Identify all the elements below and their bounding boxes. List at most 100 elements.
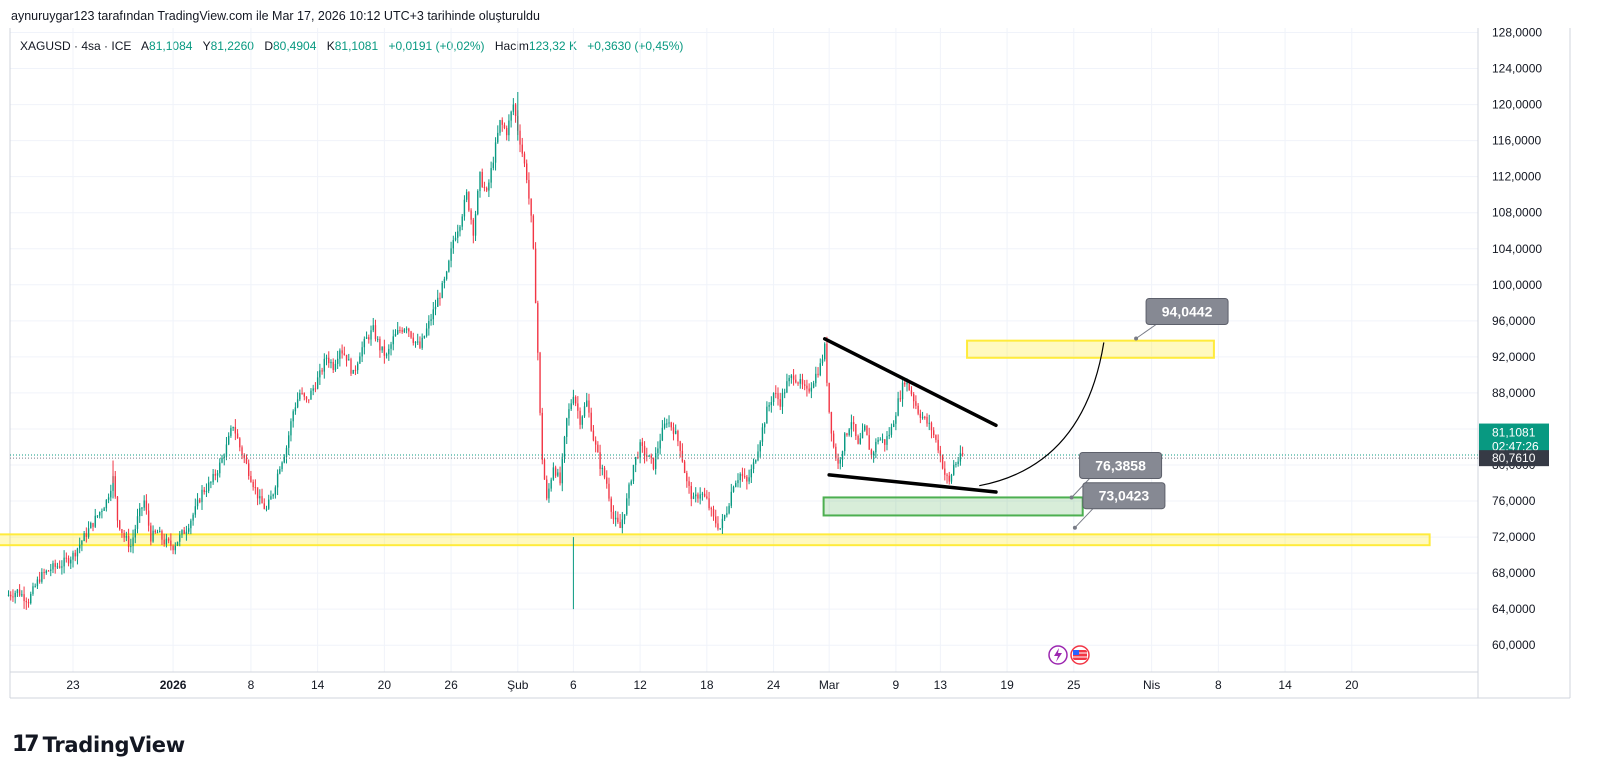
candle-body — [299, 392, 301, 400]
candle-body — [50, 569, 52, 571]
candle-body — [419, 341, 421, 348]
candle-body — [343, 353, 346, 355]
candle-body — [512, 104, 515, 112]
tradingview-logo-text: TradingView — [42, 732, 185, 757]
candle-body — [405, 328, 408, 330]
candle-body — [530, 198, 532, 216]
callout-box[interactable] — [1145, 297, 1229, 325]
candle-body — [835, 446, 837, 459]
flag-canton — [1073, 650, 1079, 655]
candle-body — [38, 579, 41, 582]
price-axis-tick: 120,0000 — [1492, 98, 1542, 112]
candle-body — [92, 522, 94, 527]
price-axis-tick: 128,0000 — [1492, 26, 1542, 40]
low-value: 80,4904 — [272, 39, 317, 53]
candle-body — [670, 422, 672, 428]
candle-body — [52, 563, 54, 570]
candle-body — [528, 179, 530, 199]
candle-body — [861, 430, 864, 439]
candle-body — [783, 392, 786, 394]
candle-body — [808, 388, 810, 392]
candle-body — [757, 451, 759, 461]
triangle-upper-trendline[interactable] — [822, 337, 998, 428]
price-axis-tick: 124,0000 — [1492, 62, 1542, 76]
candle-body — [408, 328, 410, 332]
high-label: Y — [202, 39, 211, 53]
tradingview-logo[interactable]: 17 TradingView — [12, 732, 185, 757]
candle-body — [356, 363, 359, 371]
support-zone[interactable] — [822, 496, 1084, 517]
candle-body — [844, 433, 846, 452]
candle-body — [239, 438, 241, 448]
candle-body — [728, 505, 730, 514]
candle-body — [361, 347, 363, 357]
candle-body — [452, 240, 454, 249]
candle-body — [634, 457, 637, 465]
symbol-name[interactable]: XAGUSD · 4sa · ICE — [20, 39, 132, 53]
candle-body — [581, 416, 583, 425]
candle-body — [884, 439, 886, 445]
candle-body — [521, 144, 523, 154]
candle-body — [14, 592, 16, 598]
candle-body — [826, 343, 828, 383]
callout-box[interactable] — [1082, 482, 1166, 510]
candle-body — [150, 525, 152, 542]
candle-body — [708, 498, 710, 509]
change-value: +0,0191 (+0,02%) — [388, 39, 485, 53]
candle-body — [928, 422, 930, 424]
candle-body — [592, 430, 595, 441]
candle-body — [646, 455, 648, 457]
candle-body — [932, 430, 935, 436]
candle-body — [70, 559, 72, 564]
time-axis-tick: Mar — [819, 678, 840, 692]
candle-body — [328, 357, 330, 364]
candle-body — [303, 393, 305, 397]
candle-body — [608, 483, 610, 499]
candle-body — [492, 162, 495, 169]
candle-body — [305, 396, 308, 400]
candle-body — [881, 439, 884, 441]
candle-body — [610, 498, 612, 512]
time-axis-tick: 13 — [934, 678, 948, 692]
candle-body — [310, 390, 312, 400]
candle-body — [841, 451, 844, 460]
callout-box[interactable] — [1079, 452, 1163, 480]
candle-body — [110, 490, 112, 498]
candle-body — [786, 381, 788, 393]
candle-body — [837, 458, 839, 464]
candle-body — [72, 552, 74, 560]
candle-body — [27, 602, 30, 604]
candle-body — [514, 104, 517, 116]
candle-body — [921, 416, 924, 418]
candle-body — [103, 508, 105, 511]
candle-body — [692, 496, 695, 499]
candle-body — [370, 330, 372, 340]
resistance-zone[interactable] — [966, 339, 1215, 359]
candle-body — [550, 479, 552, 489]
volume-value: 123,32 K — [528, 39, 577, 53]
candle-body — [950, 474, 953, 482]
projection-curve[interactable] — [979, 342, 1105, 487]
time-axis-tick: 25 — [1067, 678, 1081, 692]
callout-anchor — [1072, 525, 1077, 530]
candle-body — [679, 441, 681, 451]
candle-body — [276, 473, 279, 488]
candle-body — [946, 474, 948, 476]
candle-body — [21, 594, 23, 596]
candle-body — [523, 153, 526, 164]
candle-body — [497, 132, 499, 143]
time-axis-tick: 8 — [248, 678, 255, 692]
candle-body — [490, 168, 492, 183]
candle-body — [519, 130, 521, 145]
candle-body — [365, 337, 368, 339]
candle-body — [363, 338, 366, 348]
candle-body — [688, 481, 690, 486]
prev-close-label — [1479, 450, 1549, 467]
candle-body — [652, 457, 655, 469]
triangle-lower-trendline[interactable] — [827, 473, 998, 494]
major-support-zone[interactable] — [0, 533, 1431, 547]
candle-body — [283, 456, 285, 463]
candle-body — [294, 407, 297, 412]
candle-body — [568, 409, 570, 419]
